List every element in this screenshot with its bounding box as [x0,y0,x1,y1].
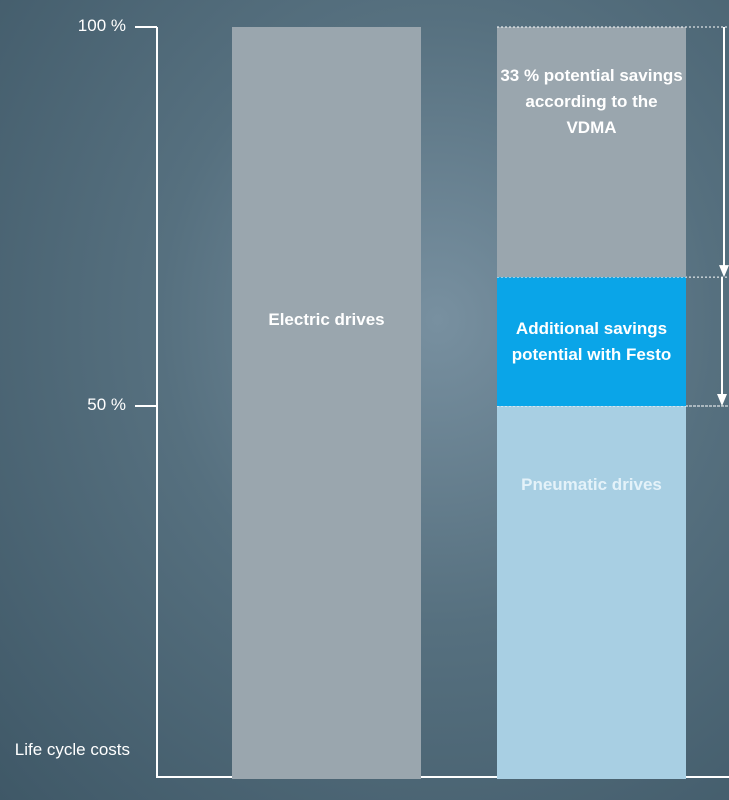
bar-segment [232,27,421,779]
segment-label: 33 % potential savings according to the … [500,66,683,137]
arrow-head [719,265,729,278]
bar-segment [497,277,686,406]
bar-segment [497,27,686,278]
y-tick-label: 100 % [77,16,126,35]
segment-label: Additional savings potential with Festo [511,318,672,364]
segment-label: Electric drives [268,309,385,329]
bar-segment [497,406,686,779]
y-tick-label: 50 % [87,395,126,414]
arrow-head [717,394,727,406]
y-axis-label: Life cycle costs [14,740,130,759]
segment-label: Pneumatic drives [521,475,662,494]
